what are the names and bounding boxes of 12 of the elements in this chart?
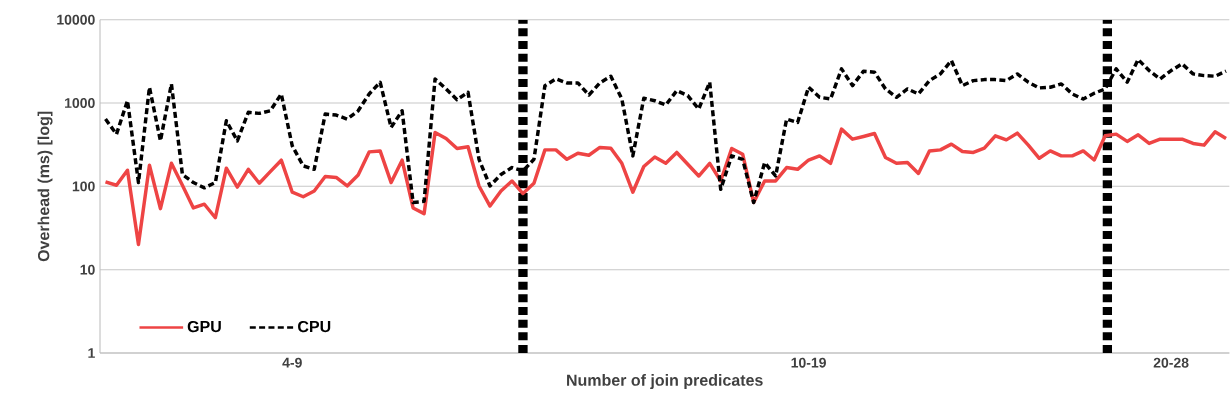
y-tick-label: 1 — [88, 348, 95, 358]
y-tick-label: 1000 — [65, 98, 95, 108]
x-tick-label: 20-28 — [1153, 357, 1189, 368]
legend-label: CPU — [298, 320, 331, 333]
y-tick-label: 10000 — [57, 14, 95, 25]
x-tick-label: 10-19 — [791, 357, 826, 368]
y-tick-label: 10 — [80, 264, 95, 275]
x-axis-title: Number of join predicates — [567, 374, 763, 390]
x-tick-label: 4-9 — [282, 357, 302, 368]
legend-label: GPU — [187, 320, 221, 333]
y-tick-label: 100 — [72, 181, 95, 192]
y-axis-title: Overhead (ms) [log] — [37, 111, 53, 262]
